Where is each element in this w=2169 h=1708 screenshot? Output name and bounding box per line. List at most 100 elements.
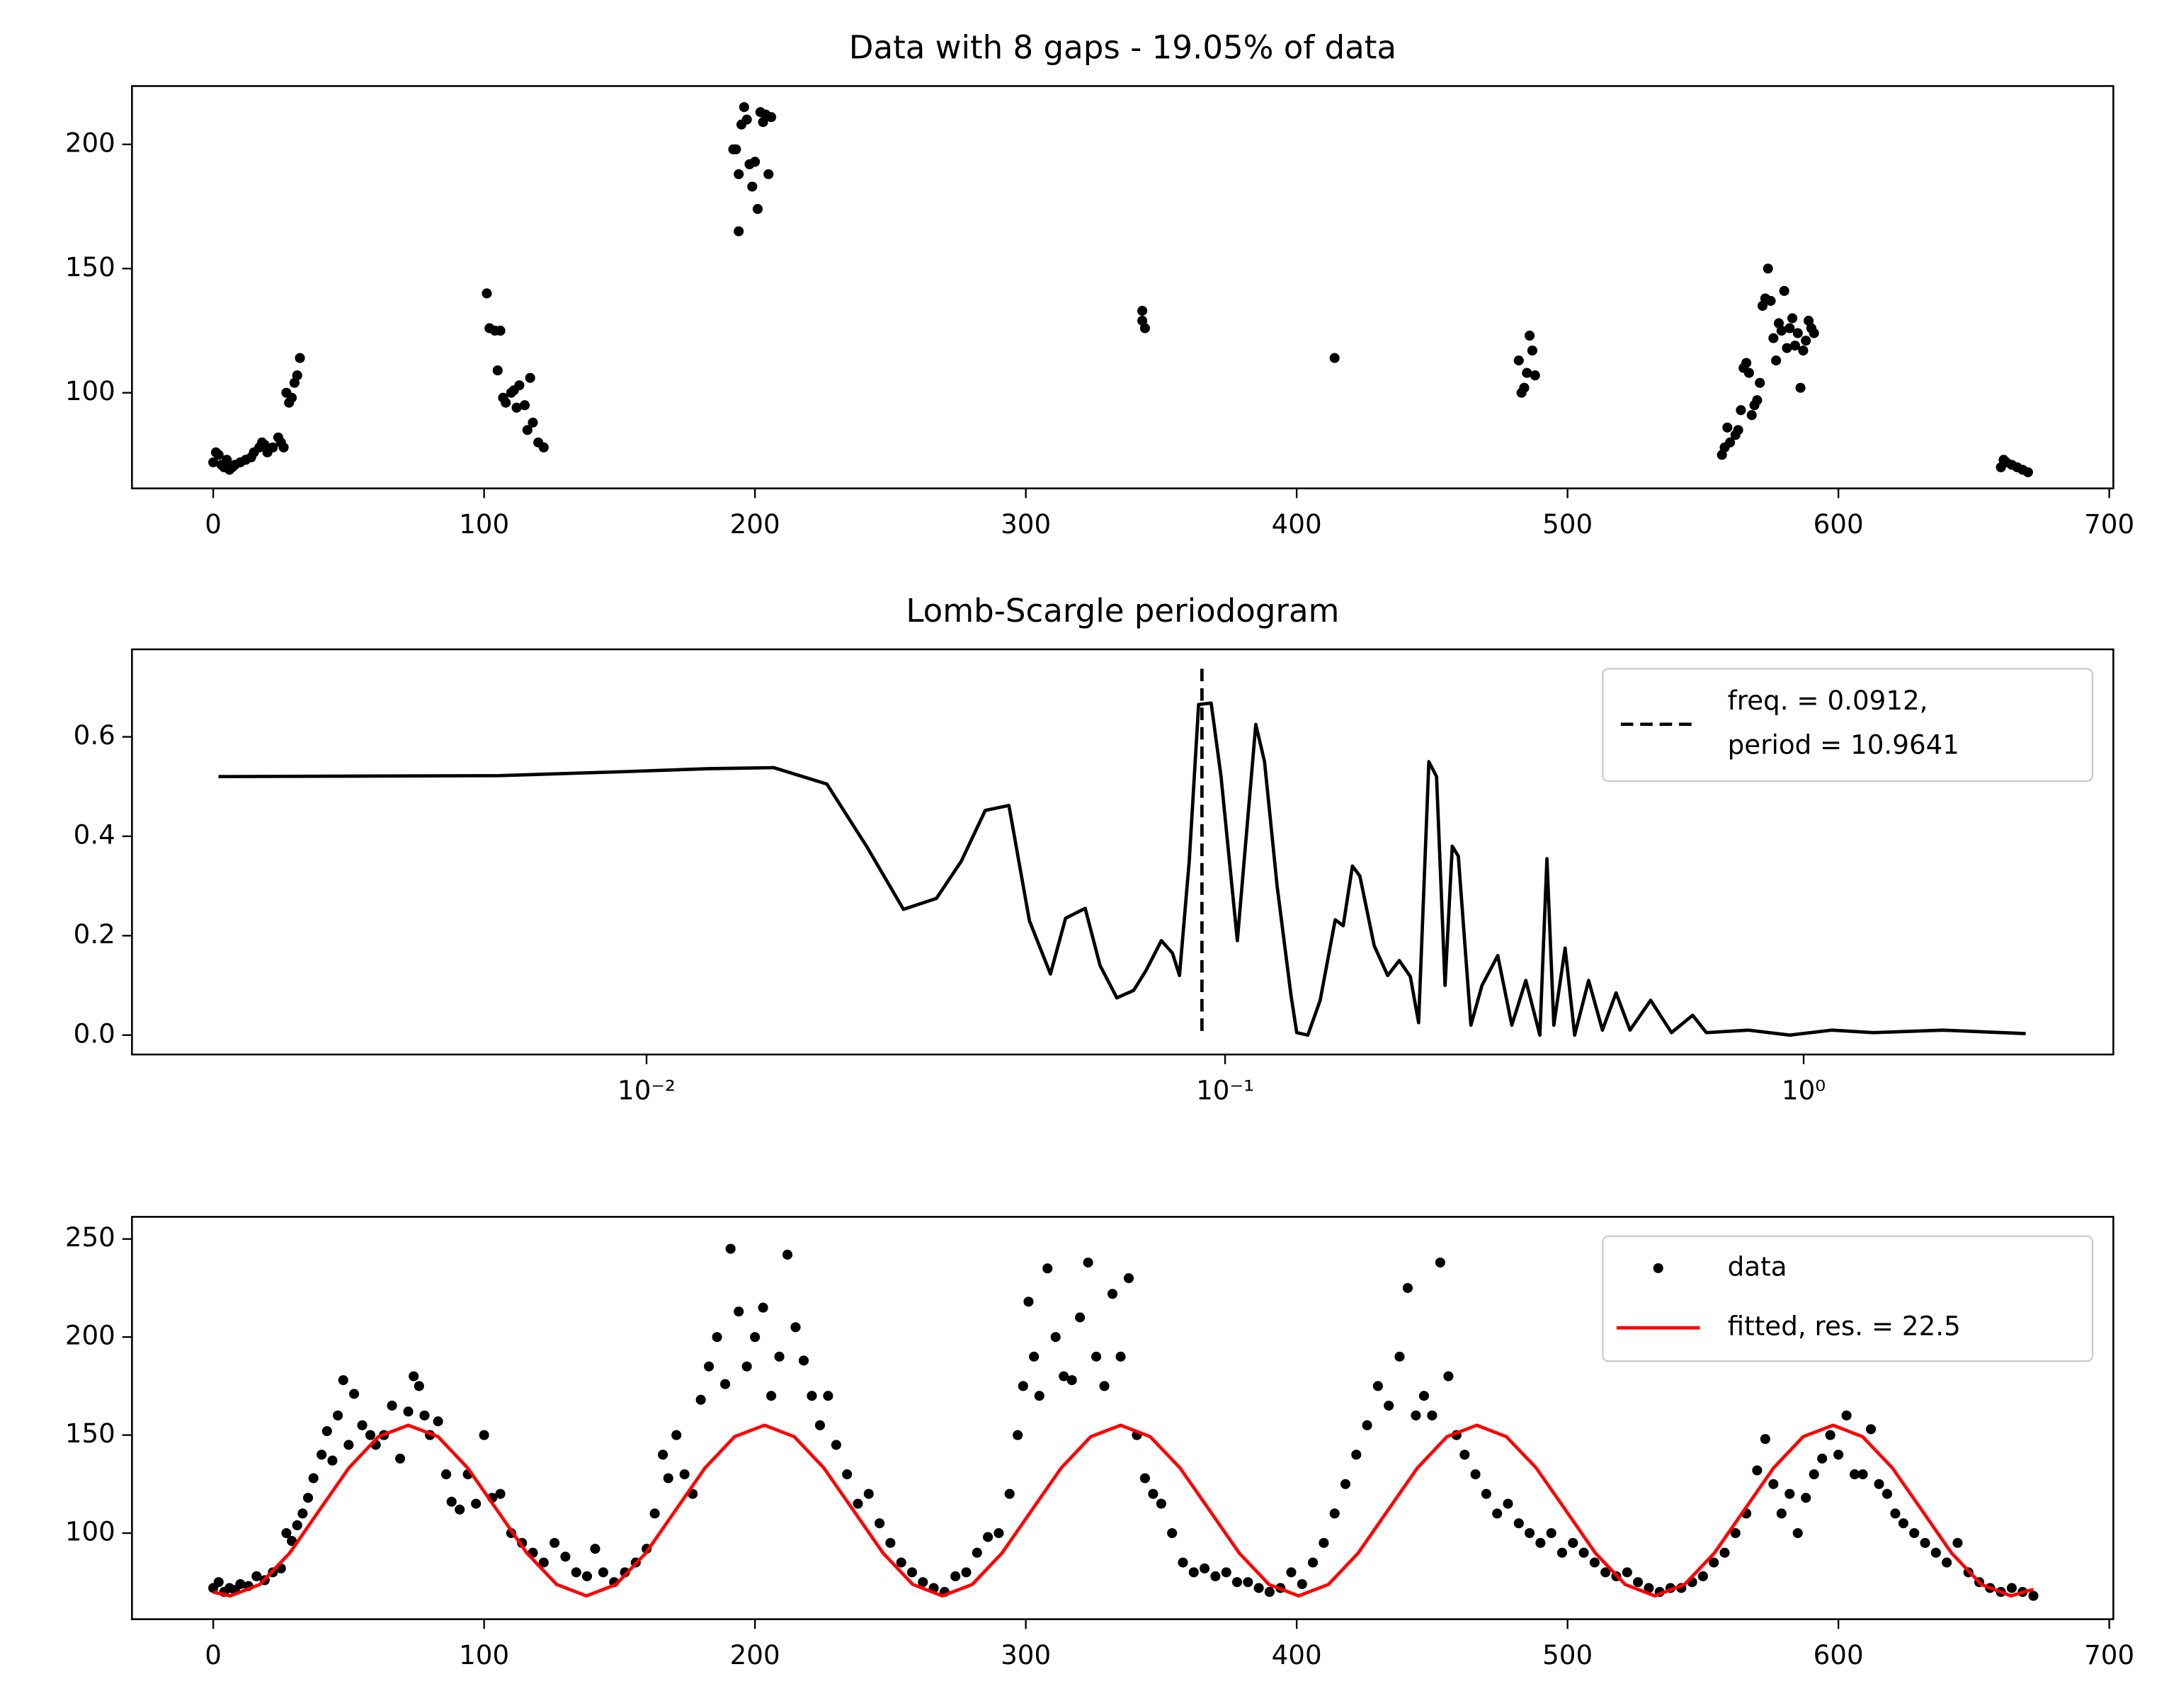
data-point (1243, 1577, 1253, 1588)
y-tick-label: 200 (65, 127, 115, 158)
data-point (1527, 345, 1537, 356)
data-point (492, 365, 503, 376)
data-point (1809, 328, 1819, 338)
data-point (1792, 1527, 1803, 1539)
data-point (1890, 1508, 1901, 1519)
data-point (1622, 1567, 1632, 1578)
data-point (1865, 1424, 1877, 1435)
data-point (994, 1527, 1004, 1539)
data-point (446, 1496, 457, 1507)
data-point (1351, 1450, 1362, 1460)
data-point (1752, 1465, 1763, 1476)
data-point (403, 1406, 414, 1417)
data-point (278, 442, 289, 452)
data-point (1874, 1479, 1884, 1489)
data-point (2028, 1590, 2039, 1601)
x-tick-label: 100 (459, 1639, 509, 1670)
data-point (1340, 1479, 1351, 1489)
data-point (333, 1410, 343, 1421)
data-point (1297, 1578, 1307, 1590)
data-point (1503, 1498, 1513, 1509)
data-point (598, 1567, 608, 1578)
data-point (1443, 1371, 1454, 1382)
data-point (268, 442, 278, 452)
data-point (1644, 1583, 1654, 1593)
x-tick-label: 100 (459, 508, 509, 540)
x-tick-label: 10⁻¹ (1196, 1075, 1254, 1106)
data-point (1029, 1351, 1040, 1362)
data-point (414, 1381, 424, 1391)
data-point (774, 1351, 785, 1362)
data-point (287, 1536, 297, 1547)
data-point (581, 1571, 593, 1582)
fit-line (212, 1423, 2034, 1598)
data-point (538, 1557, 549, 1568)
data-point (1768, 333, 1779, 343)
data-point (1817, 1453, 1828, 1464)
y-tick-label: 100 (65, 1516, 115, 1547)
data-point (831, 1440, 841, 1450)
data-point (741, 114, 752, 125)
data-point (671, 1430, 682, 1440)
data-point (750, 1332, 761, 1343)
data-point (1139, 1473, 1150, 1484)
data-point (1362, 1420, 1372, 1430)
x-tick-label: 700 (2084, 1639, 2134, 1670)
data-point (1059, 1371, 1069, 1382)
data-point (571, 1567, 581, 1578)
data-point (1178, 1557, 1188, 1568)
data-point (731, 144, 741, 154)
data-point (1898, 1518, 1908, 1529)
data-point (1513, 1518, 1524, 1529)
legend-label: period = 10.9641 (1728, 729, 1959, 761)
data-point (1850, 1469, 1860, 1480)
data-point (739, 102, 749, 113)
data-point (1841, 1410, 1852, 1421)
data-point (1768, 1479, 1779, 1489)
data-point (1470, 1469, 1481, 1480)
y-tick-label: 100 (65, 375, 115, 406)
y-tick-label: 200 (65, 1320, 115, 1351)
data-point (1776, 325, 1787, 336)
x-tick-label: 300 (1001, 1639, 1051, 1670)
data-point (213, 1577, 224, 1588)
data-point (918, 1577, 928, 1588)
data-point (2006, 1583, 2017, 1593)
axes-frame (131, 85, 2114, 489)
data-point (2022, 467, 2033, 477)
data-point (560, 1552, 571, 1562)
data-point (734, 1306, 744, 1317)
data-point (1091, 1351, 1102, 1362)
data-point (1801, 1493, 1811, 1503)
data-point (1589, 1557, 1600, 1568)
data-point (1809, 1469, 1819, 1480)
data-point (1329, 1508, 1340, 1519)
data-point (1264, 1587, 1275, 1598)
y-tick-label: 250 (65, 1222, 115, 1253)
x-tick-label: 600 (1814, 508, 1864, 540)
data-point (1776, 1508, 1787, 1519)
data-point (1253, 1583, 1264, 1593)
data-point (287, 392, 297, 403)
data-point (1519, 382, 1530, 393)
data-point (317, 1450, 327, 1460)
data-point (747, 181, 758, 192)
data-point (419, 1410, 430, 1421)
data-point (1743, 368, 1754, 378)
data-point (222, 455, 232, 465)
data-point (1137, 305, 1148, 316)
data-point (395, 1453, 406, 1464)
data-point (875, 1518, 885, 1529)
data-point (1148, 1488, 1158, 1499)
data-point (235, 1578, 246, 1590)
data-point (1286, 1567, 1297, 1578)
data-point (1418, 1391, 1429, 1401)
data-point (1530, 370, 1540, 381)
data-point (208, 457, 219, 467)
data-point (712, 1332, 722, 1343)
data-point (798, 1355, 809, 1366)
x-tick-label: 200 (730, 508, 780, 540)
data-point (1329, 353, 1340, 363)
data-point (1736, 405, 1746, 416)
